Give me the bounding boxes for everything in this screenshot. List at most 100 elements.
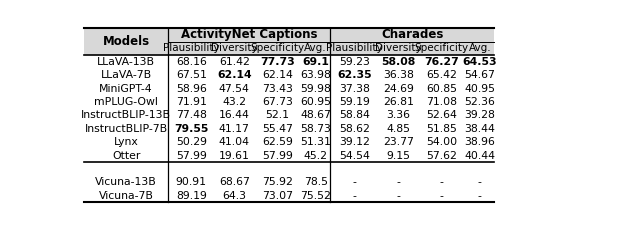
Text: 26.81: 26.81 (383, 97, 414, 107)
Text: Specificity: Specificity (415, 43, 469, 53)
Text: 19.61: 19.61 (219, 151, 250, 161)
Text: 60.95: 60.95 (300, 97, 331, 107)
Text: 64.3: 64.3 (222, 191, 246, 201)
Text: 69.1: 69.1 (302, 57, 329, 67)
Text: 57.99: 57.99 (262, 151, 293, 161)
Text: Vicuna-7B: Vicuna-7B (99, 191, 154, 201)
Text: 41.04: 41.04 (219, 137, 250, 147)
Text: 75.92: 75.92 (262, 177, 293, 187)
Text: 71.91: 71.91 (176, 97, 207, 107)
Text: 73.07: 73.07 (262, 191, 293, 201)
Text: 16.44: 16.44 (219, 110, 250, 120)
Text: 71.08: 71.08 (426, 97, 458, 107)
Text: 59.98: 59.98 (300, 83, 331, 94)
Text: 77.73: 77.73 (260, 57, 295, 67)
Text: 59.19: 59.19 (339, 97, 370, 107)
Text: 59.23: 59.23 (339, 57, 370, 67)
Text: 23.77: 23.77 (383, 137, 414, 147)
Text: 90.91: 90.91 (176, 177, 207, 187)
Text: 54.54: 54.54 (339, 151, 370, 161)
Text: Vicuna-13B: Vicuna-13B (95, 177, 157, 187)
Text: 45.2: 45.2 (303, 151, 328, 161)
Text: -: - (478, 177, 482, 187)
Text: 73.43: 73.43 (262, 83, 293, 94)
Text: 62.14: 62.14 (217, 70, 252, 80)
Text: 43.2: 43.2 (222, 97, 246, 107)
Text: Diversity: Diversity (211, 43, 257, 53)
Text: Plausibility: Plausibility (326, 43, 383, 53)
Text: 68.67: 68.67 (219, 177, 250, 187)
Text: -: - (397, 191, 401, 201)
Text: -: - (353, 177, 356, 187)
Text: 75.52: 75.52 (300, 191, 331, 201)
Text: 52.1: 52.1 (266, 110, 290, 120)
Text: 58.62: 58.62 (339, 124, 370, 134)
Text: Lynx: Lynx (114, 137, 138, 147)
Text: Otter: Otter (112, 151, 140, 161)
Text: 64.53: 64.53 (463, 57, 497, 67)
Text: ActivityNet Captions: ActivityNet Captions (181, 28, 317, 41)
Text: 63.98: 63.98 (300, 70, 331, 80)
Text: 48.67: 48.67 (300, 110, 331, 120)
Text: 50.29: 50.29 (176, 137, 207, 147)
Text: Avg.: Avg. (468, 43, 491, 53)
Text: -: - (478, 191, 482, 201)
Text: 38.96: 38.96 (465, 137, 495, 147)
Text: 58.84: 58.84 (339, 110, 370, 120)
Text: 68.16: 68.16 (176, 57, 207, 67)
Text: 58.73: 58.73 (300, 124, 331, 134)
Text: 9.15: 9.15 (387, 151, 410, 161)
Text: 67.51: 67.51 (176, 70, 207, 80)
Text: 58.96: 58.96 (176, 83, 207, 94)
Text: 51.31: 51.31 (300, 137, 331, 147)
Text: 39.12: 39.12 (339, 137, 370, 147)
Text: MiniGPT-4: MiniGPT-4 (99, 83, 153, 94)
Text: 40.44: 40.44 (464, 151, 495, 161)
Text: 40.95: 40.95 (464, 83, 495, 94)
Text: 4.85: 4.85 (387, 124, 410, 134)
Text: 67.73: 67.73 (262, 97, 293, 107)
Text: Diversity: Diversity (375, 43, 422, 53)
Text: Specificity: Specificity (251, 43, 305, 53)
Text: 57.99: 57.99 (176, 151, 207, 161)
Text: 24.69: 24.69 (383, 83, 414, 94)
Text: 54.00: 54.00 (426, 137, 458, 147)
Text: 77.48: 77.48 (176, 110, 207, 120)
Text: 89.19: 89.19 (176, 191, 207, 201)
Text: -: - (397, 177, 401, 187)
Text: 62.59: 62.59 (262, 137, 293, 147)
Text: 51.85: 51.85 (426, 124, 457, 134)
Text: 38.44: 38.44 (465, 124, 495, 134)
Text: 79.55: 79.55 (174, 124, 209, 134)
Text: 47.54: 47.54 (219, 83, 250, 94)
Text: InstructBLIP-7B: InstructBLIP-7B (84, 124, 168, 134)
Text: -: - (440, 191, 444, 201)
Text: -: - (353, 191, 356, 201)
Text: 36.38: 36.38 (383, 70, 414, 80)
Text: 61.42: 61.42 (219, 57, 250, 67)
Text: InstructBLIP-13B: InstructBLIP-13B (81, 110, 171, 120)
Text: 52.64: 52.64 (426, 110, 457, 120)
Text: LLaVA-13B: LLaVA-13B (97, 57, 155, 67)
Text: LLaVA-7B: LLaVA-7B (100, 70, 152, 80)
Text: 60.85: 60.85 (426, 83, 458, 94)
Text: 65.42: 65.42 (426, 70, 457, 80)
Text: 57.62: 57.62 (426, 151, 457, 161)
Text: Models: Models (102, 35, 150, 48)
Text: Avg.: Avg. (304, 43, 327, 53)
Text: 54.67: 54.67 (465, 70, 495, 80)
Text: 58.08: 58.08 (381, 57, 415, 67)
Text: -: - (440, 177, 444, 187)
Text: 62.14: 62.14 (262, 70, 293, 80)
Text: mPLUG-Owl: mPLUG-Owl (94, 97, 158, 107)
Text: 55.47: 55.47 (262, 124, 293, 134)
FancyBboxPatch shape (84, 28, 494, 55)
Text: Plausibility: Plausibility (163, 43, 220, 53)
Text: 52.36: 52.36 (465, 97, 495, 107)
Text: 76.27: 76.27 (424, 57, 460, 67)
Text: 41.17: 41.17 (219, 124, 250, 134)
Text: 62.35: 62.35 (337, 70, 372, 80)
Text: 37.38: 37.38 (339, 83, 370, 94)
Text: 39.28: 39.28 (465, 110, 495, 120)
Text: Charades: Charades (381, 28, 444, 41)
